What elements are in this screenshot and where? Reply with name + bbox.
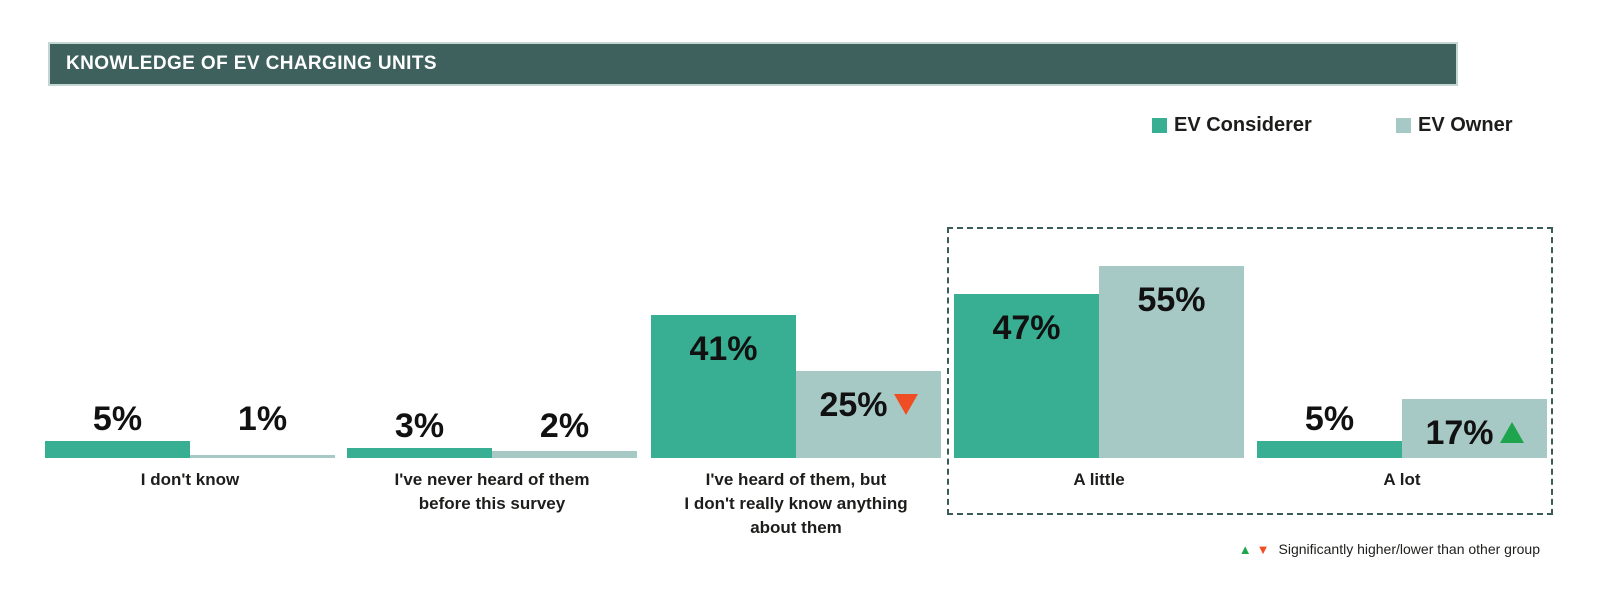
value-text: 25% <box>819 385 888 424</box>
category-label: A lot <box>1383 470 1421 489</box>
bar-ev-considerer-3 <box>954 293 1099 458</box>
bar-ev-owner-0 <box>190 454 335 458</box>
value-label: 25% <box>776 387 961 423</box>
legend-label: EV Considerer <box>1174 114 1312 136</box>
significance-footnote: ▲ ▼ Significantly higher/lower than othe… <box>1239 541 1540 557</box>
legend-item-ev-owner: EV Owner <box>1396 114 1512 137</box>
bar-ev-considerer-4 <box>1257 440 1402 458</box>
bar-ev-considerer-1 <box>347 447 492 458</box>
value-label: 5% <box>25 401 210 437</box>
bar-ev-considerer-0 <box>45 440 190 458</box>
down-triangle-icon: ▼ <box>1256 541 1270 557</box>
legend-swatch-considerer-icon <box>1152 118 1167 133</box>
bar-ev-considerer-2 <box>651 314 796 458</box>
value-text: 5% <box>92 399 143 438</box>
value-label: 1% <box>170 401 355 437</box>
value-text: 1% <box>237 399 288 438</box>
value-text: 5% <box>1304 399 1355 438</box>
category-label: A little <box>1073 470 1125 489</box>
value-text: 41% <box>689 329 758 368</box>
value-label: 17% <box>1382 415 1567 451</box>
highlight-box-a-little-a-lot <box>947 227 1553 515</box>
category-label: I've heard of them, but I don't really kn… <box>684 470 908 537</box>
significance-up-icon <box>1499 422 1524 443</box>
chart-title-band: KNOWLEDGE OF EV CHARGING UNITS <box>48 42 1458 86</box>
bar-ev-owner-1 <box>492 451 637 458</box>
value-text: 2% <box>539 406 590 445</box>
up-triangle-icon: ▲ <box>1238 541 1252 557</box>
value-label: 55% <box>1079 282 1264 318</box>
value-text: 55% <box>1137 280 1206 319</box>
value-label: 3% <box>327 408 512 444</box>
footnote-text: Significantly higher/lower than other gr… <box>1278 541 1541 557</box>
value-text: 3% <box>394 406 445 445</box>
page-title: KNOWLEDGE OF EV CHARGING UNITS <box>66 53 437 74</box>
value-label: 2% <box>472 408 657 444</box>
value-text: 47% <box>992 308 1061 347</box>
value-label: 5% <box>1237 401 1422 437</box>
legend-item-ev-considerer: EV Considerer <box>1152 114 1312 137</box>
legend-label: EV Owner <box>1418 114 1513 136</box>
bar-ev-owner-3 <box>1099 265 1244 458</box>
value-text: 17% <box>1425 413 1494 452</box>
category-label: I don't know <box>140 470 240 489</box>
value-label: 41% <box>631 331 816 367</box>
value-label: 47% <box>934 310 1119 346</box>
significance-down-icon <box>893 394 918 415</box>
category-label: I've never heard of them before this surv… <box>394 470 590 513</box>
legend-swatch-owner-icon <box>1396 118 1411 133</box>
